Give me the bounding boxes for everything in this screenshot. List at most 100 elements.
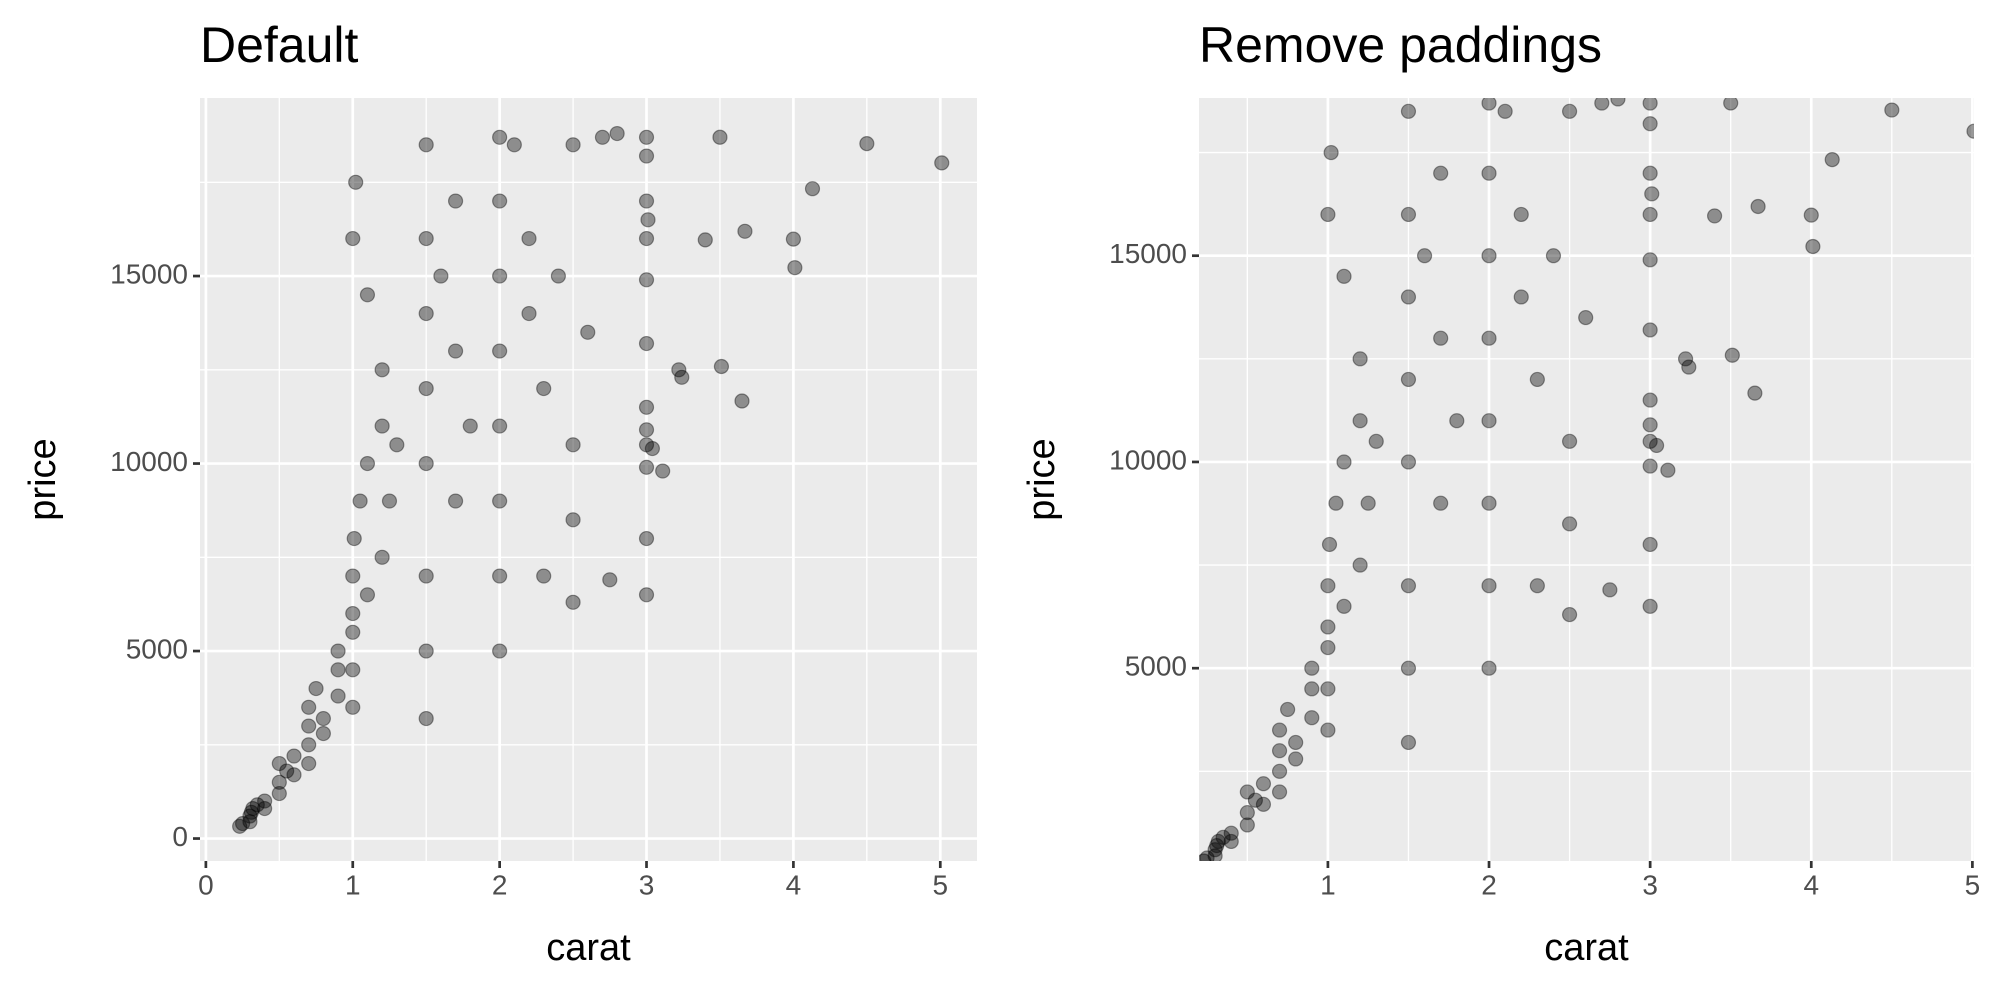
point [279,763,295,779]
point [418,568,434,584]
point [644,440,660,457]
point [1660,462,1676,478]
grid [1199,98,1974,861]
x-tick-label: 2 [492,869,508,900]
point [1288,751,1304,767]
x-tick-label: 1 [345,869,361,900]
point [713,358,730,375]
point [242,814,258,830]
point [1610,98,1626,107]
point [447,493,464,509]
point [638,530,655,547]
x-axis-title: carat [1544,927,1629,969]
point [418,305,434,322]
point [352,493,368,509]
point [389,437,405,453]
point [1304,681,1320,697]
point [1681,359,1697,375]
point [418,380,434,397]
point [1642,165,1658,181]
point [301,699,317,715]
chart: 1 2 3 4 5 5000 10000 15000 Remove paddings carat p… [1021,17,1980,969]
point [234,815,251,832]
point [1648,437,1665,454]
point [345,699,361,715]
point [1368,433,1384,449]
point [594,129,611,145]
point [638,422,655,438]
point [565,437,581,453]
point [1449,413,1465,429]
x-tick-label: 4 [786,869,802,900]
point [506,137,522,153]
point [1400,103,1417,119]
point [447,193,464,209]
points [1199,98,1974,861]
point [734,393,750,409]
point [315,710,331,727]
point [1304,710,1320,726]
x-tick-label: 3 [1642,869,1658,900]
point [1481,165,1497,181]
point [1481,578,1497,594]
point [1724,347,1740,363]
point [418,710,434,727]
point [374,362,390,378]
point [1578,309,1594,326]
point [286,748,302,764]
y-tick-label: 15000 [110,258,188,289]
point [232,818,248,834]
y-tick-label: 5000 [126,633,188,664]
point [1209,837,1225,854]
point [1750,198,1766,215]
point [638,272,655,288]
point [1513,206,1529,223]
point [1304,660,1320,676]
point [381,493,398,509]
point [243,804,260,820]
point [1223,833,1239,850]
point [1360,495,1376,511]
point [492,418,508,434]
point [1642,458,1658,474]
point [492,493,508,509]
y-tick-label: 0 [172,821,188,852]
point [308,680,324,697]
point [1747,385,1763,401]
point [638,230,655,247]
y-tick-label: 10000 [110,446,188,477]
point [1805,238,1821,255]
point [359,587,376,603]
panel-background [200,98,977,861]
point [1207,842,1223,858]
point [1706,208,1723,224]
points [232,125,950,834]
point [1642,598,1658,614]
point [1723,98,1739,111]
point [1321,536,1338,553]
point [550,268,566,284]
point [1280,701,1296,718]
point [1561,606,1578,623]
y-tick-label: 10000 [1109,444,1187,475]
point [1481,660,1497,676]
point [1352,351,1368,367]
point [271,755,287,772]
point [1400,734,1417,751]
point [492,568,508,584]
point [712,129,728,145]
point [640,212,656,228]
x-tick-label: 0 [198,869,214,900]
point [492,268,508,284]
point [330,688,346,704]
point [492,643,508,659]
point [1255,796,1272,812]
point [1642,252,1658,268]
point [638,129,655,145]
point [1352,413,1368,429]
point [1824,152,1840,168]
point [492,343,508,359]
point [1320,206,1336,223]
point [580,324,596,340]
point [345,230,361,247]
